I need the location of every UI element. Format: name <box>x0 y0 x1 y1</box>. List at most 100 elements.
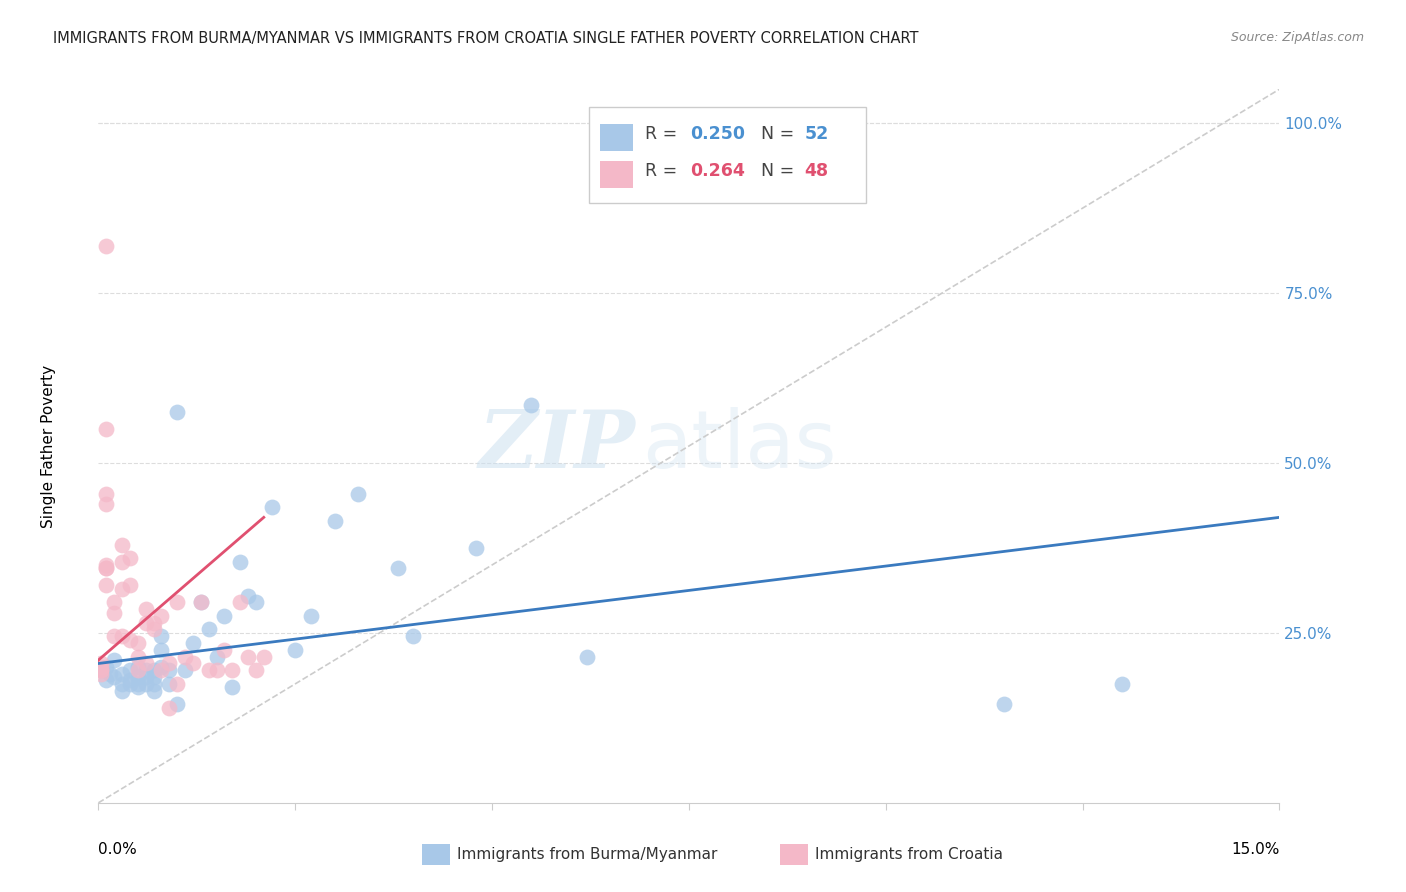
Point <box>111 683 134 698</box>
Point <box>111 555 134 569</box>
Point <box>127 660 149 674</box>
Point <box>142 677 165 691</box>
Point <box>1111 677 1133 691</box>
Point <box>387 561 409 575</box>
Text: Single Father Poverty: Single Father Poverty <box>41 365 56 527</box>
Point <box>90 657 112 671</box>
Point <box>142 670 165 684</box>
Point <box>103 595 125 609</box>
Point <box>465 541 488 555</box>
Point <box>90 663 112 677</box>
Point <box>229 595 252 609</box>
Point <box>111 677 134 691</box>
Point <box>103 653 125 667</box>
Point <box>245 663 267 677</box>
Text: Immigrants from Burma/Myanmar: Immigrants from Burma/Myanmar <box>457 847 717 862</box>
Point <box>127 663 149 677</box>
Point <box>96 422 118 436</box>
Text: Source: ZipAtlas.com: Source: ZipAtlas.com <box>1230 31 1364 45</box>
Point <box>96 238 118 252</box>
Point <box>118 673 141 688</box>
Point <box>197 663 219 677</box>
Point <box>190 595 212 609</box>
Point <box>205 663 228 677</box>
Point <box>98 666 121 681</box>
Point <box>150 663 173 677</box>
Point <box>91 663 114 677</box>
Point <box>118 663 141 677</box>
Point <box>127 680 149 694</box>
Point <box>118 578 141 592</box>
Point <box>90 660 112 674</box>
Point <box>111 666 134 681</box>
Point <box>142 623 165 637</box>
Point <box>135 615 157 630</box>
Point <box>221 680 243 694</box>
Point <box>284 643 307 657</box>
Point <box>118 551 141 566</box>
Text: 15.0%: 15.0% <box>1232 842 1279 857</box>
Point <box>174 649 197 664</box>
Point <box>96 660 118 674</box>
Point <box>150 608 173 623</box>
Point <box>157 657 180 671</box>
Point <box>166 405 188 419</box>
Text: Immigrants from Croatia: Immigrants from Croatia <box>815 847 1004 862</box>
Point <box>174 663 197 677</box>
Point <box>96 561 118 575</box>
Text: 48: 48 <box>804 162 828 180</box>
Point <box>157 663 180 677</box>
Text: N =: N = <box>761 125 800 143</box>
Text: 52: 52 <box>804 125 830 143</box>
Point <box>253 649 276 664</box>
Point <box>299 608 322 623</box>
Point <box>142 615 165 630</box>
Point <box>96 578 118 592</box>
Point <box>96 561 118 575</box>
Point <box>260 500 283 515</box>
Text: R =: R = <box>645 125 683 143</box>
Point <box>127 677 149 691</box>
Point <box>402 629 425 643</box>
Point <box>575 649 598 664</box>
Point <box>135 602 157 616</box>
Point <box>157 677 180 691</box>
Text: 0.264: 0.264 <box>690 162 745 180</box>
Point <box>96 486 118 500</box>
Point <box>214 643 236 657</box>
Point <box>127 636 149 650</box>
Point <box>127 649 149 664</box>
Point <box>323 514 346 528</box>
Point <box>150 643 173 657</box>
Point <box>157 700 180 714</box>
Point <box>142 663 165 677</box>
Point <box>103 606 125 620</box>
Point <box>150 660 173 674</box>
Point <box>135 670 157 684</box>
Text: 0.250: 0.250 <box>690 125 745 143</box>
Point <box>347 486 370 500</box>
Point <box>197 623 219 637</box>
Point <box>166 698 188 712</box>
Point <box>166 595 188 609</box>
Point <box>111 537 134 551</box>
Point <box>181 657 204 671</box>
Bar <box>600 124 634 152</box>
Point <box>142 683 165 698</box>
Point <box>205 649 228 664</box>
Text: N =: N = <box>761 162 800 180</box>
Text: atlas: atlas <box>641 407 837 485</box>
Point <box>103 670 125 684</box>
Point <box>236 589 259 603</box>
Point <box>236 649 259 664</box>
Text: IMMIGRANTS FROM BURMA/MYANMAR VS IMMIGRANTS FROM CROATIA SINGLE FATHER POVERTY C: IMMIGRANTS FROM BURMA/MYANMAR VS IMMIGRA… <box>53 31 920 46</box>
Point <box>103 629 125 643</box>
FancyBboxPatch shape <box>589 107 866 203</box>
Point <box>181 636 204 650</box>
Point <box>96 673 118 688</box>
Point <box>135 677 157 691</box>
Point <box>96 558 118 572</box>
Text: 0.0%: 0.0% <box>98 842 138 857</box>
Point <box>90 663 112 677</box>
Point <box>150 629 173 643</box>
